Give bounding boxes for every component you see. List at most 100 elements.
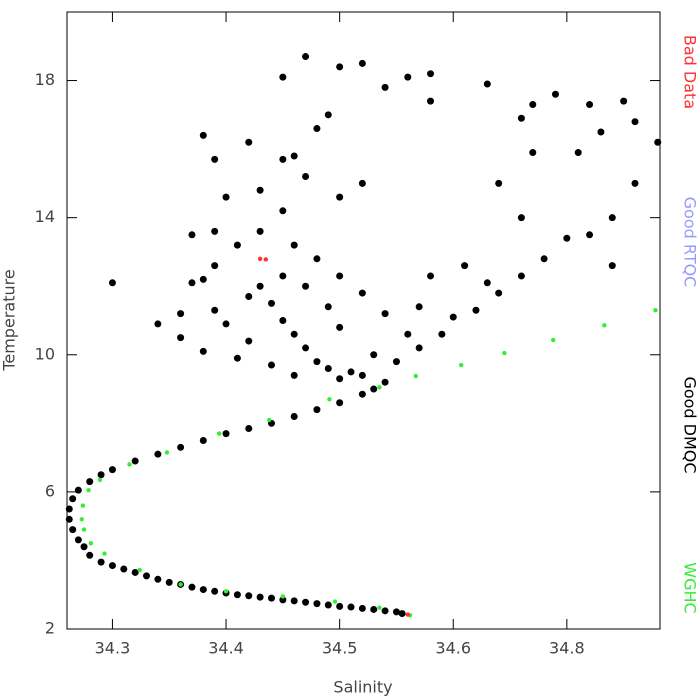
x-tick-label: 34.3	[95, 639, 131, 658]
point	[256, 227, 264, 235]
point	[449, 313, 457, 321]
point	[290, 597, 298, 605]
point	[540, 255, 548, 263]
point	[302, 53, 310, 61]
point	[245, 424, 253, 432]
point	[597, 128, 605, 136]
point	[377, 605, 382, 610]
y-tick-label: 10	[35, 344, 55, 363]
point	[97, 471, 105, 479]
y-tick-label: 6	[45, 481, 55, 500]
point	[290, 412, 298, 420]
point	[529, 101, 537, 109]
point	[211, 262, 219, 270]
y-tick-label: 2	[45, 619, 55, 638]
point	[313, 406, 321, 414]
point	[313, 358, 321, 366]
point	[381, 83, 389, 91]
point	[608, 262, 616, 270]
point	[69, 495, 77, 503]
point	[290, 330, 298, 338]
plot-frame	[66, 11, 661, 630]
point	[324, 601, 332, 609]
point	[165, 578, 173, 586]
point	[336, 323, 344, 331]
point	[377, 385, 382, 390]
y-axis-label: Temperature	[0, 269, 19, 371]
point	[80, 543, 88, 551]
point	[551, 90, 559, 98]
point	[199, 586, 207, 594]
point	[290, 371, 298, 379]
point	[279, 317, 287, 324]
point	[370, 605, 378, 613]
point	[358, 289, 366, 297]
point	[413, 373, 418, 379]
point	[336, 193, 344, 201]
point	[427, 97, 435, 105]
x-tick-label: 34.8	[549, 639, 585, 658]
point	[257, 256, 263, 261]
point	[233, 354, 241, 362]
point	[324, 111, 332, 119]
legend-label: Bad Data	[681, 35, 700, 109]
point	[233, 591, 241, 599]
point	[199, 436, 207, 444]
point	[653, 308, 658, 313]
point	[574, 149, 582, 157]
point	[502, 350, 507, 356]
point	[279, 155, 287, 163]
point	[302, 598, 310, 606]
point	[358, 604, 366, 612]
point	[336, 272, 344, 280]
point	[97, 477, 103, 483]
point	[313, 125, 321, 133]
point	[199, 131, 207, 139]
point	[404, 73, 412, 81]
point	[233, 241, 241, 249]
point	[438, 330, 446, 338]
point	[256, 186, 264, 194]
point	[211, 155, 219, 163]
point	[602, 323, 607, 328]
point	[108, 562, 116, 570]
point	[74, 536, 82, 544]
point	[199, 275, 207, 283]
point	[164, 450, 170, 455]
point	[483, 80, 491, 88]
point	[279, 207, 287, 215]
point	[517, 272, 525, 280]
y-tick-label: 18	[35, 70, 55, 89]
point	[137, 567, 142, 573]
y-tick-label: 14	[35, 207, 55, 226]
point	[108, 466, 116, 474]
point	[199, 347, 207, 355]
point	[86, 551, 94, 559]
point	[267, 417, 272, 423]
point	[415, 303, 423, 311]
point	[86, 487, 91, 493]
point	[279, 272, 287, 280]
point	[188, 279, 196, 287]
point	[290, 241, 298, 249]
x-tick-label: 34.6	[435, 639, 471, 658]
point	[188, 583, 196, 591]
point	[65, 505, 73, 513]
point	[97, 558, 105, 566]
point	[177, 310, 185, 318]
point	[495, 179, 503, 187]
point	[358, 390, 366, 398]
point	[108, 279, 116, 287]
point	[461, 262, 469, 270]
point	[222, 430, 230, 438]
point	[222, 193, 230, 201]
point	[188, 231, 196, 239]
point	[495, 289, 503, 297]
point	[631, 118, 639, 126]
point	[392, 358, 400, 366]
point	[131, 568, 139, 576]
point	[336, 399, 344, 407]
point	[302, 173, 310, 181]
point	[586, 231, 594, 239]
point	[405, 612, 411, 617]
